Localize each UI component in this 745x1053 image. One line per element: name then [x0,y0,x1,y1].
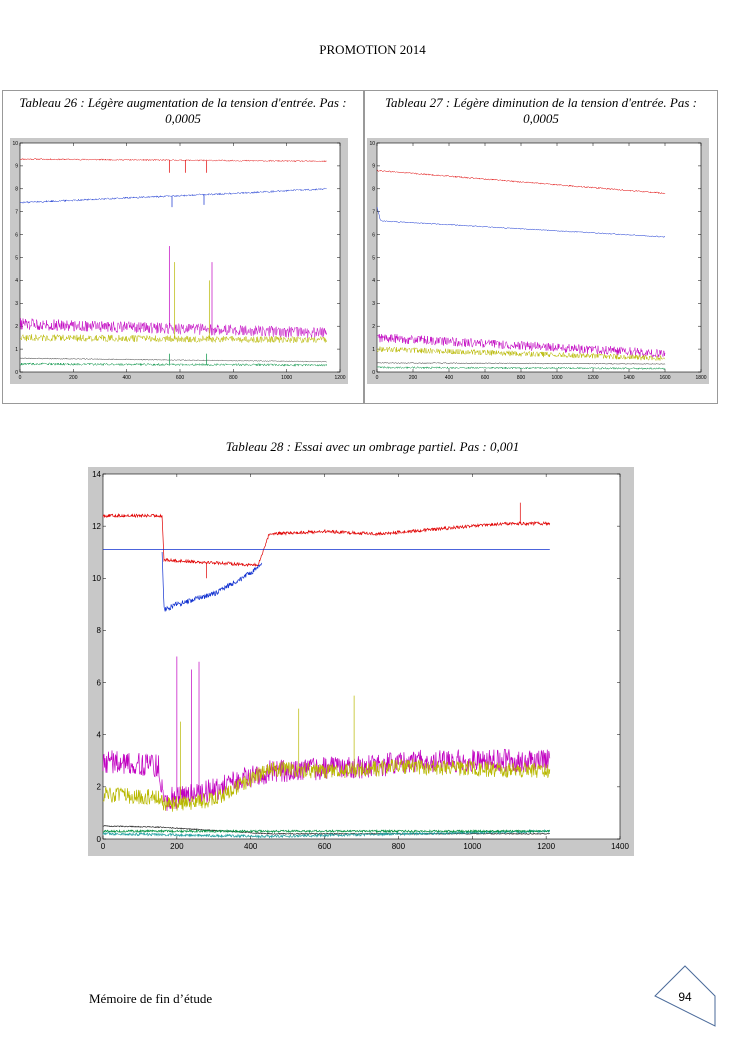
x-tick-label: 0 [101,842,106,851]
series-line-yellow [376,345,666,362]
y-tick-label: 14 [92,470,101,479]
series-line-red [102,512,551,568]
series-line-red [19,157,327,163]
series-line-black [102,825,550,836]
figure-cell-26: Tableau 26 : Légère augmentation de la t… [3,91,364,403]
x-tick-label: 600 [481,375,490,381]
chart-tableau-28: 0 200 400 600 800 1000 1200 1400 0 2 4 6 8 10 12 14 [88,467,634,856]
y-tick-label: 5 [372,255,375,261]
y-tick-label: 8 [372,187,375,193]
x-tick-label: 1800 [695,375,706,381]
y-tick-label: 0 [372,370,375,376]
y-tick-label: 7 [15,209,18,215]
y-tick-label: 5 [15,255,18,261]
y-tick-label: 9 [372,164,375,170]
series-line-green [102,828,551,834]
y-tick-label: 10 [12,141,18,147]
series-line-yellow [19,333,327,344]
y-tick-label: 0 [15,370,18,376]
y-tick-label: 8 [15,187,18,193]
chart-tableau-26: 0 200 400 600 800 1000 1200 0 1 2 3 4 5 6 7 8 9 10 [10,138,348,384]
x-tick-label: 200 [409,375,418,381]
y-tick-label: 1 [15,347,18,353]
y-tick-label: 6 [97,678,102,687]
y-tick-label: 3 [372,301,375,307]
x-tick-label: 1600 [659,375,670,381]
series-line-black [376,362,666,365]
series-line-magenta [102,748,551,811]
y-tick-label: 6 [372,232,375,238]
x-tick-label: 1400 [611,842,629,851]
y-tick-label: 3 [15,301,18,307]
x-tick-label: 600 [176,375,185,381]
figure-table: Tableau 26 : Légère augmentation de la t… [2,90,718,404]
x-tick-label: 1200 [334,375,345,381]
y-tick-label: 6 [15,232,18,238]
x-tick-label: 200 [69,375,78,381]
y-tick-label: 4 [15,278,18,284]
x-tick-label: 1400 [623,375,634,381]
series-line-green [376,365,666,370]
x-tick-label: 800 [392,842,406,851]
y-tick-label: 4 [372,278,375,284]
x-tick-label: 1200 [537,842,555,851]
x-tick-label: 1000 [463,842,481,851]
x-tick-label: 400 [445,375,454,381]
x-tick-label: 400 [244,842,258,851]
caption-tableau-28: Tableau 28 : Essai avec un ombrage parti… [225,439,520,454]
caption-tableau-27: Tableau 27 : Légère diminution de la ten… [385,95,697,126]
series-line-blue [376,206,666,238]
x-tick-label: 1000 [281,375,292,381]
figure-cell-27: Tableau 27 : Légère diminution de la ten… [364,91,717,403]
y-tick-label: 2 [15,324,18,330]
y-tick-label: 12 [92,522,101,531]
series-line-yellow [102,758,551,812]
series-line-green [19,362,327,367]
x-tick-label: 0 [376,375,379,381]
series-line-black [19,357,327,363]
y-tick-label: 10 [369,141,375,147]
plot-area [376,142,702,373]
page-number: 94 [678,990,692,1004]
y-tick-label: 9 [15,164,18,170]
x-tick-label: 200 [170,842,184,851]
x-tick-label: 0 [19,375,22,381]
y-tick-label: 0 [97,835,102,844]
x-tick-label: 1000 [551,375,562,381]
caption-tableau-26: Tableau 26 : Légère augmentation de la t… [19,95,347,126]
y-tick-label: 1 [372,347,375,353]
series-line-magenta [19,318,327,339]
series-line-blue [19,187,327,204]
x-tick-label: 800 [229,375,238,381]
chart-tableau-27: 0 200 400 600 800 1000 1200 1400 1600 1800 0 1 2 3 4 5 6… [367,138,709,384]
x-tick-label: 600 [318,842,332,851]
y-tick-label: 2 [97,783,102,792]
series-line-teal [102,829,551,839]
x-tick-label: 400 [122,375,131,381]
footer-text: Mémoire de fin d’étude [89,991,213,1006]
page-header: PROMOTION 2014 [319,42,426,57]
series-line-blue [161,551,263,612]
y-tick-label: 7 [372,209,375,215]
page-number-badge [654,965,716,1027]
x-tick-label: 800 [517,375,526,381]
x-tick-label: 1200 [587,375,598,381]
y-tick-label: 10 [92,574,101,583]
y-tick-label: 4 [97,731,102,740]
y-tick-label: 8 [97,626,102,635]
series-line-red [376,169,666,195]
y-tick-label: 2 [372,324,375,330]
